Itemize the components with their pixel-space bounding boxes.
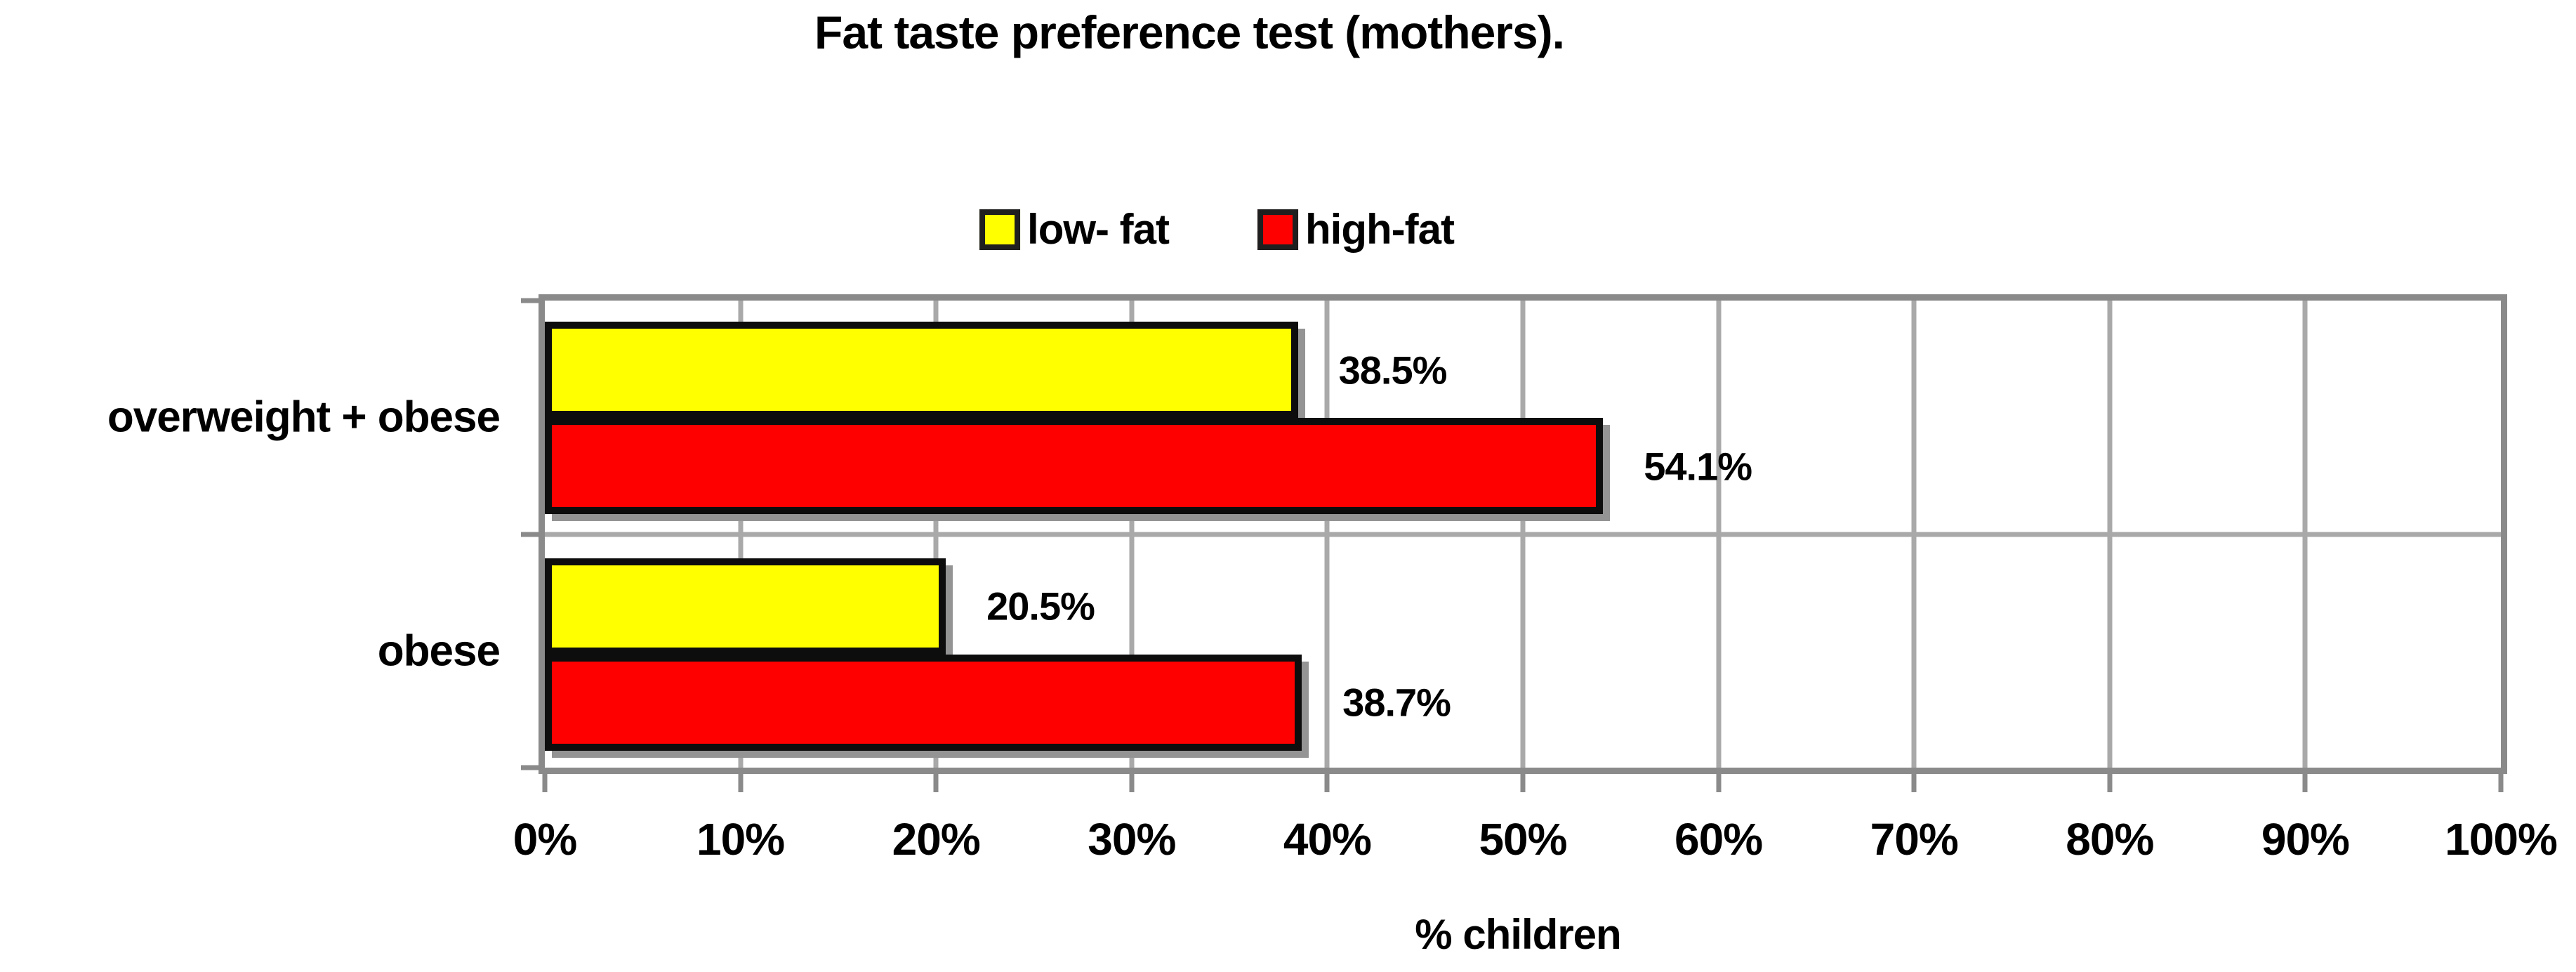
x-tick-mark	[2107, 774, 2113, 792]
legend-swatch-high-fat	[1257, 209, 1299, 250]
legend-item: high-fat	[1257, 205, 1455, 254]
value-label: 38.7%	[1342, 680, 1451, 725]
legend-label: high-fat	[1305, 206, 1455, 253]
x-tick-label: 50%	[1479, 814, 1567, 865]
y-tick-mark	[521, 298, 545, 303]
value-label: 54.1%	[1644, 444, 1752, 488]
x-tick-mark	[933, 774, 939, 792]
category-label: overweight + obese	[107, 393, 501, 442]
y-tick-mark	[521, 765, 545, 770]
x-tick-mark	[2302, 774, 2308, 792]
x-tick-mark	[2498, 774, 2504, 792]
x-axis-label: % children	[1415, 911, 1621, 958]
x-tick-mark	[1911, 774, 1917, 792]
x-tick-label: 60%	[1675, 814, 1763, 865]
legend: low- fat high-fat	[979, 205, 1455, 254]
value-label: 20.5%	[986, 584, 1095, 629]
x-tick-mark	[1716, 774, 1722, 792]
x-tick-label: 100%	[2445, 814, 2558, 865]
bar-low-fat	[545, 558, 946, 655]
chart-title: Fat taste preference test (mothers).	[814, 6, 1565, 58]
x-tick-mark	[1520, 774, 1526, 792]
x-tick-mark	[1129, 774, 1135, 792]
bar-low-fat	[545, 322, 1298, 418]
category-label: obese	[377, 626, 501, 676]
x-tick-label: 0%	[513, 814, 577, 865]
plot-area: 38.5% 54.1% 20.5% 38.7%	[539, 294, 2507, 774]
x-tick-label: 30%	[1088, 814, 1176, 865]
legend-label: low- fat	[1027, 206, 1170, 253]
bar-high-fat	[545, 654, 1302, 751]
x-tick-label: 40%	[1283, 814, 1372, 865]
x-tick-mark	[738, 774, 744, 792]
legend-item: low- fat	[979, 205, 1170, 254]
x-tick-label: 70%	[1870, 814, 1959, 865]
legend-swatch-low-fat	[979, 209, 1021, 250]
gridline-horizontal	[545, 532, 2501, 537]
x-tick-mark	[1324, 774, 1330, 792]
x-tick-label: 20%	[892, 814, 981, 865]
bar-high-fat	[545, 418, 1604, 514]
x-tick-label: 80%	[2066, 814, 2154, 865]
x-tick-label: 10%	[696, 814, 785, 865]
x-tick-mark	[542, 774, 548, 792]
y-tick-mark	[521, 532, 545, 537]
x-tick-label: 90%	[2261, 814, 2350, 865]
value-label: 38.5%	[1338, 348, 1448, 392]
